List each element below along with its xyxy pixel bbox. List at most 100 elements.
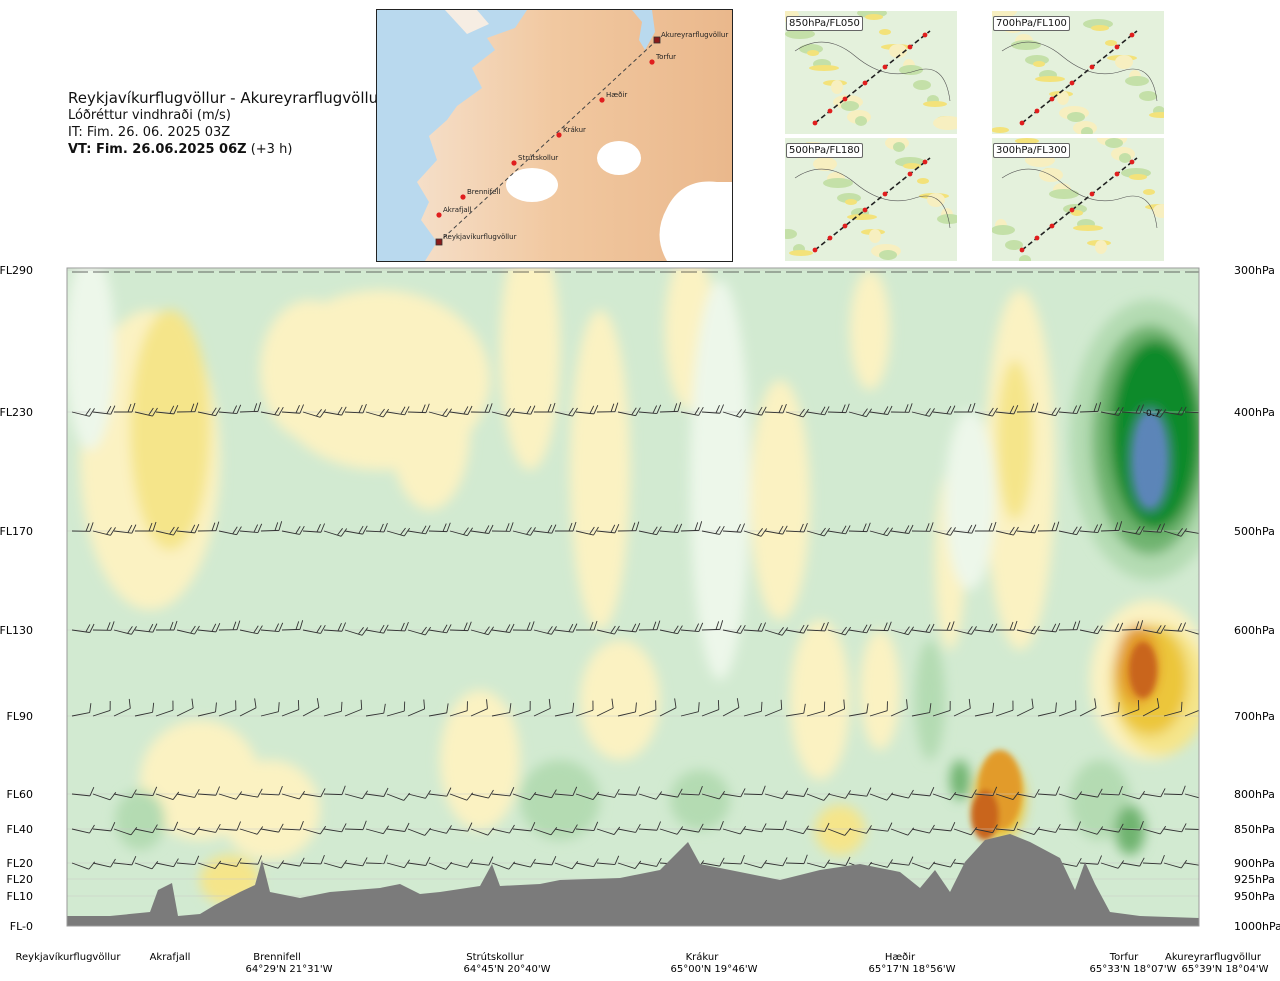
wind-barb xyxy=(113,698,131,717)
wind-barb xyxy=(92,700,111,717)
wind-barb xyxy=(1100,406,1124,416)
wind-barb xyxy=(449,701,468,717)
wind-barb xyxy=(1037,623,1061,633)
wind-barb xyxy=(155,700,174,717)
wind-barb xyxy=(344,699,363,717)
mini-map-field xyxy=(823,178,853,188)
wind-barb xyxy=(1037,702,1057,717)
wind-barb xyxy=(449,527,473,537)
wind-barb xyxy=(1163,859,1188,869)
wind-barb xyxy=(659,788,683,798)
mini-map-field xyxy=(869,229,881,243)
wind-barb xyxy=(428,825,452,834)
wind-barb xyxy=(659,826,684,835)
mini-map-field xyxy=(789,250,813,256)
wind-barb xyxy=(554,861,579,870)
wind-barb xyxy=(743,701,763,717)
wind-barb xyxy=(1037,521,1060,532)
wind-barb xyxy=(470,789,494,799)
wind-barb xyxy=(554,407,578,417)
wind-barb xyxy=(470,856,494,866)
wind-contour-blob xyxy=(997,360,1033,520)
route-map-svg: Akureyrarflugvöllur Torfur Hæðir Krákur Strú… xyxy=(377,10,732,261)
wind-barb xyxy=(701,700,720,717)
wind-barb xyxy=(701,404,724,414)
mini-map-700-label: 700hPa/FL100 xyxy=(993,16,1070,31)
wind-barb xyxy=(1163,785,1186,796)
wind-barb xyxy=(323,701,343,717)
wind-barb xyxy=(680,785,703,796)
wind-barb xyxy=(954,402,976,413)
wind-barb xyxy=(323,528,348,537)
mini-map-field xyxy=(841,101,859,111)
mini-map-waypoint xyxy=(907,171,913,177)
wind-barb xyxy=(1163,823,1187,833)
wind-barb xyxy=(365,703,386,717)
wind-barb xyxy=(911,623,935,633)
wind-barb xyxy=(533,789,557,799)
route-point-label: Krákur xyxy=(563,126,586,134)
left-axis-label: FL10 xyxy=(7,890,33,903)
mini-map-field xyxy=(807,50,819,56)
wind-barb xyxy=(659,402,682,413)
wind-barb xyxy=(156,620,178,631)
wind-barb xyxy=(932,527,956,536)
mini-map-field xyxy=(923,101,947,107)
wind-barb xyxy=(407,699,426,717)
mini-map-field xyxy=(1139,91,1157,101)
wind-barb xyxy=(764,857,788,867)
wind-barb xyxy=(281,790,306,800)
wind-contour-core xyxy=(1129,642,1157,698)
wind-barb xyxy=(218,620,241,631)
wind-barb xyxy=(92,527,116,536)
mini-map-field xyxy=(1115,55,1133,69)
title-block: Reykjavíkurflugvöllur - Akureyrarflugvöl… xyxy=(68,90,384,158)
wind-barb xyxy=(743,528,768,537)
wind-barb xyxy=(1100,860,1125,869)
wind-barb xyxy=(428,408,452,418)
wind-barb xyxy=(806,701,826,717)
wind-barb xyxy=(113,789,137,799)
wind-contour-blob xyxy=(1070,760,1130,840)
mini-map-field xyxy=(845,199,857,205)
wind-barb xyxy=(890,789,914,799)
mini-map-field xyxy=(785,229,797,239)
wind-barb xyxy=(701,790,726,800)
wind-barb xyxy=(239,855,262,865)
wind-barb xyxy=(911,703,932,717)
mini-map-waypoint xyxy=(842,223,848,229)
wind-barb xyxy=(554,623,578,633)
mini-map-waypoint xyxy=(1034,108,1040,114)
wind-barb xyxy=(470,524,494,534)
left-axis-label: FL290 xyxy=(0,264,33,277)
wind-barb xyxy=(281,820,304,831)
mini-map-field xyxy=(992,127,1009,133)
mini-map-waypoint xyxy=(842,96,848,102)
fjord-north xyxy=(632,10,655,50)
wind-barb xyxy=(260,622,284,633)
wind-barb xyxy=(869,701,888,717)
wind-barb xyxy=(659,523,683,534)
wind-barb xyxy=(1163,406,1187,416)
wind-barb xyxy=(722,788,746,798)
wind-contour-blob xyxy=(130,310,210,550)
wind-barb xyxy=(197,407,221,417)
mini-map-waypoint xyxy=(882,64,888,70)
wind-barb xyxy=(1016,788,1040,798)
wind-barb xyxy=(1037,407,1061,417)
wind-barb xyxy=(827,403,850,414)
mini-map-field xyxy=(933,116,957,130)
wind-contour-blob xyxy=(67,268,115,450)
wind-barb xyxy=(155,858,179,868)
wind-barb xyxy=(239,625,263,635)
wind-barb xyxy=(722,624,746,634)
mini-map-waypoint xyxy=(1114,171,1120,177)
left-axis-label: FL20 xyxy=(7,857,33,870)
mini-map-300: 300hPa/FL300 xyxy=(992,138,1164,261)
wind-barb xyxy=(1142,409,1167,418)
wind-barb xyxy=(512,621,535,631)
wind-barb xyxy=(701,820,724,831)
wind-barb xyxy=(260,860,285,869)
wind-barb xyxy=(617,823,641,833)
wind-contour-blob xyxy=(500,268,560,470)
